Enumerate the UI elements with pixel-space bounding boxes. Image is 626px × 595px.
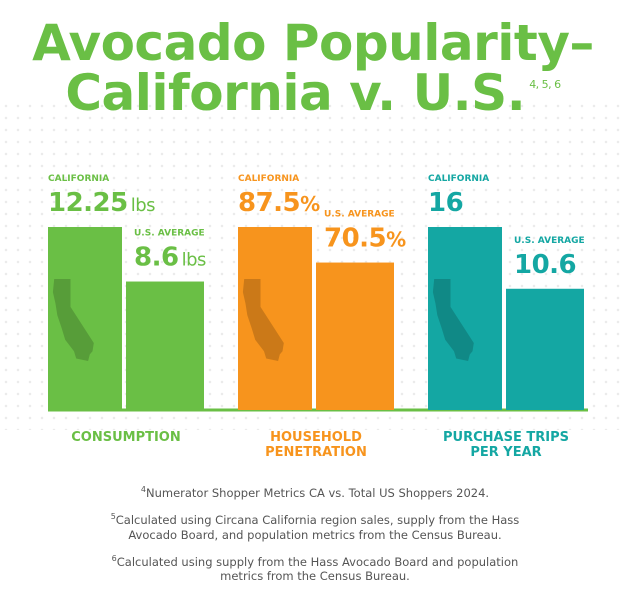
series-name-label: CALIFORNIA xyxy=(238,174,299,184)
series-name-label: CALIFORNIA xyxy=(428,174,489,184)
bar-us-average-0 xyxy=(126,281,204,410)
data-label: 87.5% xyxy=(238,188,320,218)
footnotes: 4Numerator Shopper Metrics CA vs. Total … xyxy=(100,482,530,592)
category-label: HOUSEHOLD xyxy=(270,430,362,445)
series-name-label: U.S. AVERAGE xyxy=(514,236,585,246)
footnote-4: 4Numerator Shopper Metrics CA vs. Total … xyxy=(140,485,490,500)
data-label: 70.5% xyxy=(324,224,406,254)
california-state-icon xyxy=(432,279,474,361)
data-label: 16 xyxy=(428,188,463,218)
category-label: PENETRATION xyxy=(265,445,367,460)
category-label: PURCHASE TRIPS xyxy=(443,430,569,445)
footnote-5: 5Calculated using Circana California reg… xyxy=(110,511,520,542)
california-state-icon xyxy=(52,279,94,361)
series-name-label: CALIFORNIA xyxy=(48,174,109,184)
california-state-icon xyxy=(242,279,284,361)
title-line-1: Avocado Popularity– xyxy=(32,14,594,72)
bar-us-average-2 xyxy=(506,288,584,410)
data-label: 8.6 lbs xyxy=(134,243,206,273)
category-label: CONSUMPTION xyxy=(71,430,181,445)
data-label: 12.25 lbs xyxy=(48,188,155,218)
title-footnote-refs: 4, 5, 6 xyxy=(529,78,561,91)
data-label: 10.6 xyxy=(514,250,576,280)
category-label: PER YEAR xyxy=(470,445,541,460)
series-name-label: U.S. AVERAGE xyxy=(324,210,395,220)
bar-chart: CALIFORNIA 12.25 lbs U.S. AVERAGE 8.6 lbs CONS… xyxy=(48,174,588,460)
title-line-2: California v. U.S. 4, 5, 6 xyxy=(65,64,561,122)
series-name-label: U.S. AVERAGE xyxy=(134,229,205,239)
bar-us-average-1 xyxy=(316,262,394,410)
footnote-6: 6Calculated using supply from the Hass A… xyxy=(111,553,519,584)
